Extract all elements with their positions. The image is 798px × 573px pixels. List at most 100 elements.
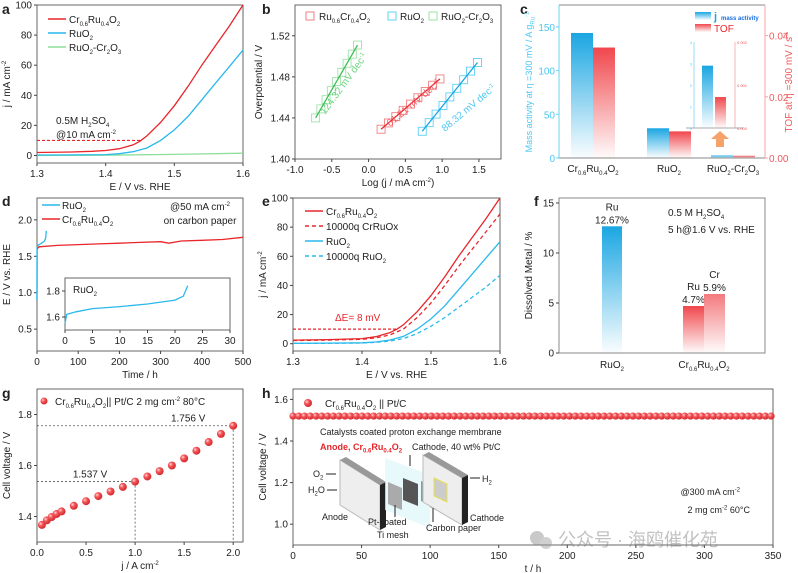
y-tick-label: 80 (21, 31, 33, 42)
wechat-icon (540, 537, 552, 549)
panel-letter-f: f (534, 193, 539, 209)
bar (683, 306, 704, 353)
data-point (459, 75, 469, 85)
catalyst-layer (403, 478, 418, 506)
inset-tick: 0 (690, 126, 693, 131)
data-point (727, 412, 735, 420)
x-tick-label: 300 (152, 357, 169, 368)
data-point (316, 104, 326, 114)
x-tick-label: 1.4 (355, 357, 369, 368)
bar-mass-activity (647, 128, 669, 158)
panel-letter-c: c (520, 1, 528, 17)
data-point (617, 412, 625, 420)
panel-letter-d: d (2, 193, 11, 209)
annotation: on carbon paper (164, 216, 238, 227)
data-point (640, 412, 648, 420)
data-point (143, 472, 152, 481)
bar-tof (669, 131, 691, 158)
y-axis-label: j / mA cm-2 (2, 60, 13, 108)
legend-label: RuO2 (326, 237, 351, 250)
y-tick-label: 1.40 (271, 155, 291, 166)
y-tick-label: 0 (548, 349, 554, 360)
y-axis-label: Dissolved Metal / % (524, 231, 535, 319)
data-point (57, 507, 66, 516)
data-point (588, 412, 597, 420)
data-point (342, 58, 352, 68)
bar-tof (733, 155, 755, 158)
data-point (560, 412, 568, 420)
x-tick-label: 1.5 (167, 169, 181, 180)
bar-element-label: Ru (606, 202, 619, 213)
legend-marker (304, 399, 312, 407)
y-tick-label: 1.52 (271, 31, 291, 42)
inset-tick: 0.000 (737, 126, 748, 131)
series-line (36, 4, 244, 154)
x-tick-label: 15 (142, 336, 154, 347)
series-line (36, 230, 47, 301)
y-tick-label: 1.48 (271, 72, 291, 83)
panel-c: 0 50 100 150 0.00 0.02 0.04 Mass activity at η … (524, 4, 795, 177)
data-point (69, 501, 78, 510)
panel-e: 1.3 1.4 1.5 1.6 0 20 40 60 80 100 E / V vs. RHE j /… (258, 194, 507, 382)
data-point (732, 412, 741, 420)
y-tick-label: 15 (543, 199, 555, 210)
y-tick-label: 1.6 (274, 395, 288, 406)
data-point (192, 446, 201, 455)
plot-frame (292, 197, 501, 352)
data-point (118, 482, 127, 491)
cathode-plate-top (423, 452, 468, 478)
plot-frame (294, 4, 502, 160)
data-point (352, 412, 360, 420)
anode-plate-top (340, 457, 386, 485)
legend-swatch (428, 11, 438, 21)
y-tick-label: 100 (271, 194, 288, 205)
x-tick-label: Cr0.6Ru0.4O2 (678, 360, 730, 373)
data-point (531, 412, 539, 420)
inset-tick: 3 (690, 62, 693, 67)
y-tick-label: 100 (538, 67, 555, 78)
data-point (131, 477, 140, 486)
wechat-icon (530, 531, 544, 545)
o2-label: O2 (313, 469, 324, 482)
x-tick-label: 1.0 (435, 165, 449, 176)
y-tick-label: 1.4 (18, 512, 32, 523)
data-point (444, 412, 453, 420)
inset-tick: 1 (690, 105, 693, 110)
data-point (391, 112, 401, 122)
x-tick-label: Cr0.6Ru0.4O2 (567, 164, 619, 177)
data-point (335, 412, 343, 420)
data-point (321, 95, 331, 105)
legend-label: Cr0.6Ru0.4O2 (62, 215, 114, 228)
data-point (300, 412, 309, 420)
legend-label: RuO2 (400, 12, 425, 25)
y-tick-label: 80 (277, 223, 289, 234)
anode-text: Anode (322, 512, 348, 522)
legend-swatch (387, 11, 397, 21)
panel-letter-a: a (2, 1, 10, 17)
x-tick-label: RuO2-Cr2O3 (707, 164, 760, 177)
inset-tick: 4 (690, 40, 693, 45)
data-point (439, 412, 447, 420)
plot-frame (36, 388, 244, 543)
x-tick-label: 25 (197, 336, 209, 347)
inset-tick: 0.001 (737, 83, 748, 88)
data-point (433, 412, 441, 420)
data-point (496, 412, 504, 420)
data-point (681, 412, 689, 420)
y-tick-label: 60 (277, 252, 289, 263)
legend-label: 10000q RuO2 (326, 252, 387, 265)
y-axis-label-right: TOF at η =300 mV / s-1 (784, 31, 795, 133)
guide-label: 1.537 V (73, 470, 108, 481)
data-point (216, 429, 225, 438)
y-tick-label: 1.8 (46, 287, 60, 298)
x-tick-label: 0.5 (79, 548, 93, 559)
y-tick-label-right: 0.02 (769, 93, 789, 104)
bar-value-label: 5.9% (703, 283, 726, 294)
y-tick-label: 1.2 (274, 478, 288, 489)
anode-plate-side (380, 482, 386, 530)
ti-mesh-label: Ti mesh (377, 530, 409, 540)
data-point (323, 412, 332, 420)
data-point (82, 497, 91, 506)
data-point (393, 412, 401, 420)
